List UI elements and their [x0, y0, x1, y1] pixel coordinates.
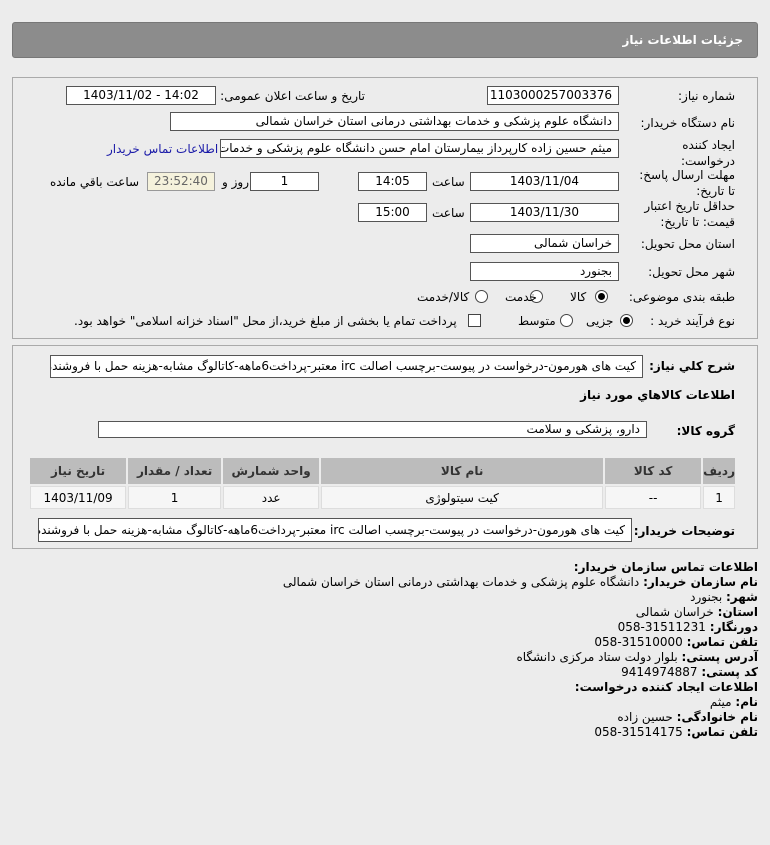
name-value: میثم: [709, 695, 732, 709]
announce-label: تاریخ و ساعت اعلان عمومی:: [220, 89, 365, 103]
validity-label: حداقل تاریخ اعتبار: [644, 199, 735, 213]
notes-label: توضیحات خریدار:: [633, 524, 735, 538]
org-value: دانشگاه علوم پزشکی و خدمات بهداشتی درمان…: [282, 575, 640, 589]
need-number-label: شماره نیاز:: [678, 89, 735, 103]
reply-deadline-label-2: تا تاریخ:: [696, 184, 735, 198]
family-label: نام خانوادگی:: [676, 710, 758, 724]
category-option-both: کالا/خدمت: [417, 290, 470, 304]
remaining-label: ساعت باقي مانده: [50, 175, 140, 189]
days-field: 1: [250, 172, 319, 191]
col-date: تاریخ نیاز: [30, 458, 127, 484]
cell-code: --: [605, 486, 702, 509]
validity-time-field: 15:00: [358, 203, 427, 222]
category-option-service: خدمت: [505, 290, 537, 304]
process-option-medium: متوسط: [518, 314, 556, 328]
validity-time-label: ساعت: [432, 206, 465, 220]
validity-date-field: 1403/11/30: [470, 203, 619, 222]
page-title: جزئیات اطلاعات نیاز: [622, 33, 743, 47]
summary-label: شرح کلي نياز:: [649, 359, 735, 373]
group-field: دارو، پزشکی و سلامت: [98, 421, 647, 438]
name-label: نام:: [735, 695, 758, 709]
city-label: شهر محل تحویل:: [648, 265, 735, 279]
days-label: روز و: [222, 175, 249, 189]
category-radio-goods[interactable]: [595, 290, 608, 303]
phone-value: 31510000-058: [594, 635, 683, 649]
goods-panel: [12, 345, 758, 549]
category-radio-both[interactable]: [475, 290, 488, 303]
creator-heading: اطلاعات ایجاد کننده درخواست:: [574, 680, 758, 694]
notes-field: کیت های هورمون-درخواست در پیوست-برچسب اص…: [38, 518, 632, 542]
cell-unit: عدد: [223, 486, 320, 509]
province-value: خراسان شمالی: [635, 605, 714, 619]
process-radio-minor[interactable]: [620, 314, 633, 327]
creator-phone-label: تلفن تماس:: [686, 725, 758, 739]
city-field: بجنورد: [470, 262, 619, 281]
province-label: استان:: [717, 605, 758, 619]
category-label: طبقه بندی موضوعی:: [628, 290, 735, 304]
creator-field: میثم حسین زاده کارپرداز بیمارستان امام ح…: [220, 139, 619, 158]
family-value: حسین زاده: [617, 710, 673, 724]
city-label: شهر:: [726, 590, 758, 604]
province-label: استان محل تحویل:: [640, 237, 735, 251]
col-unit: واحد شمارش: [223, 458, 320, 484]
announce-field: 1403/11/02 - 14:02: [66, 86, 216, 105]
col-name: نام کالا: [321, 458, 604, 484]
process-option-minor: جزیی: [586, 314, 614, 328]
category-radio-service[interactable]: [530, 290, 543, 303]
creator-label: ایجاد کننده: [682, 138, 735, 152]
group-label: گروه کالا:: [676, 424, 735, 438]
summary-field: کیت های هورمون-درخواست در پیوست-برچسب اص…: [50, 355, 643, 378]
contact-heading: اطلاعات تماس سازمان خریدار:: [573, 560, 758, 574]
process-radio-medium[interactable]: [560, 314, 573, 327]
validity-label-2: قیمت: تا تاریخ:: [660, 215, 735, 229]
need-number-field: 1103000257003376: [487, 86, 619, 105]
col-quantity: تعداد / مقدار: [128, 458, 222, 484]
city-value: بجنورد: [690, 590, 723, 604]
cell-quantity: 1: [128, 486, 222, 509]
reply-deadline-label: مهلت ارسال پاسخ:: [639, 168, 735, 182]
page-header: جزئیات اطلاعات نیاز: [12, 22, 758, 58]
postal-value: 9414974887: [621, 665, 698, 679]
col-row: ردیف: [703, 458, 735, 484]
postal-label: کد پستی:: [701, 665, 758, 679]
creator-label-2: درخواست:: [681, 154, 735, 168]
reply-date-field: 1403/11/04: [470, 172, 619, 191]
reply-time-field: 14:05: [358, 172, 427, 191]
province-field: خراسان شمالی: [470, 234, 619, 253]
treasury-payment-checkbox[interactable]: [468, 314, 481, 327]
cell-row: 1: [703, 486, 735, 509]
creator-phone-value: 31514175-058: [594, 725, 683, 739]
address-label: آدرس پستی:: [681, 650, 758, 664]
remaining-time-field: 23:52:40: [147, 172, 215, 191]
cell-date: 1403/11/09: [30, 486, 127, 509]
category-option-goods: کالا: [570, 290, 587, 304]
fax-value: 31511231-058: [617, 620, 706, 634]
fax-label: دورنگار:: [709, 620, 758, 634]
process-label: نوع فرآیند خرید :: [650, 314, 735, 328]
reply-time-label: ساعت: [432, 175, 465, 189]
table-row: 1 -- کیت سیتولوژی عدد 1 1403/11/09: [30, 486, 735, 509]
goods-table: ردیف کد کالا نام کالا واحد شمارش تعداد /…: [28, 456, 737, 511]
col-code: کد کالا: [605, 458, 702, 484]
buyer-contact-link[interactable]: اطلاعات تماس خریدار: [107, 142, 219, 156]
payment-note: پرداخت تمام یا بخشی از مبلغ خرید،از محل …: [74, 314, 457, 328]
buyer-org-label: نام دستگاه خریدار:: [640, 116, 736, 130]
buyer-org-field: دانشگاه علوم پزشکی و خدمات بهداشتی درمان…: [170, 112, 619, 131]
phone-label: تلفن تماس:: [686, 635, 758, 649]
cell-name: کیت سیتولوژی: [321, 486, 604, 509]
org-label: نام سازمان خریدار:: [643, 575, 758, 589]
goods-heading: اطلاعات کالاهاي مورد نياز: [580, 388, 735, 402]
address-value: بلوار دولت ستاد مرکزی دانشگاه: [516, 650, 678, 664]
contact-info: اطلاعات تماس سازمان خریدار: نام سازمان خ…: [283, 560, 758, 740]
